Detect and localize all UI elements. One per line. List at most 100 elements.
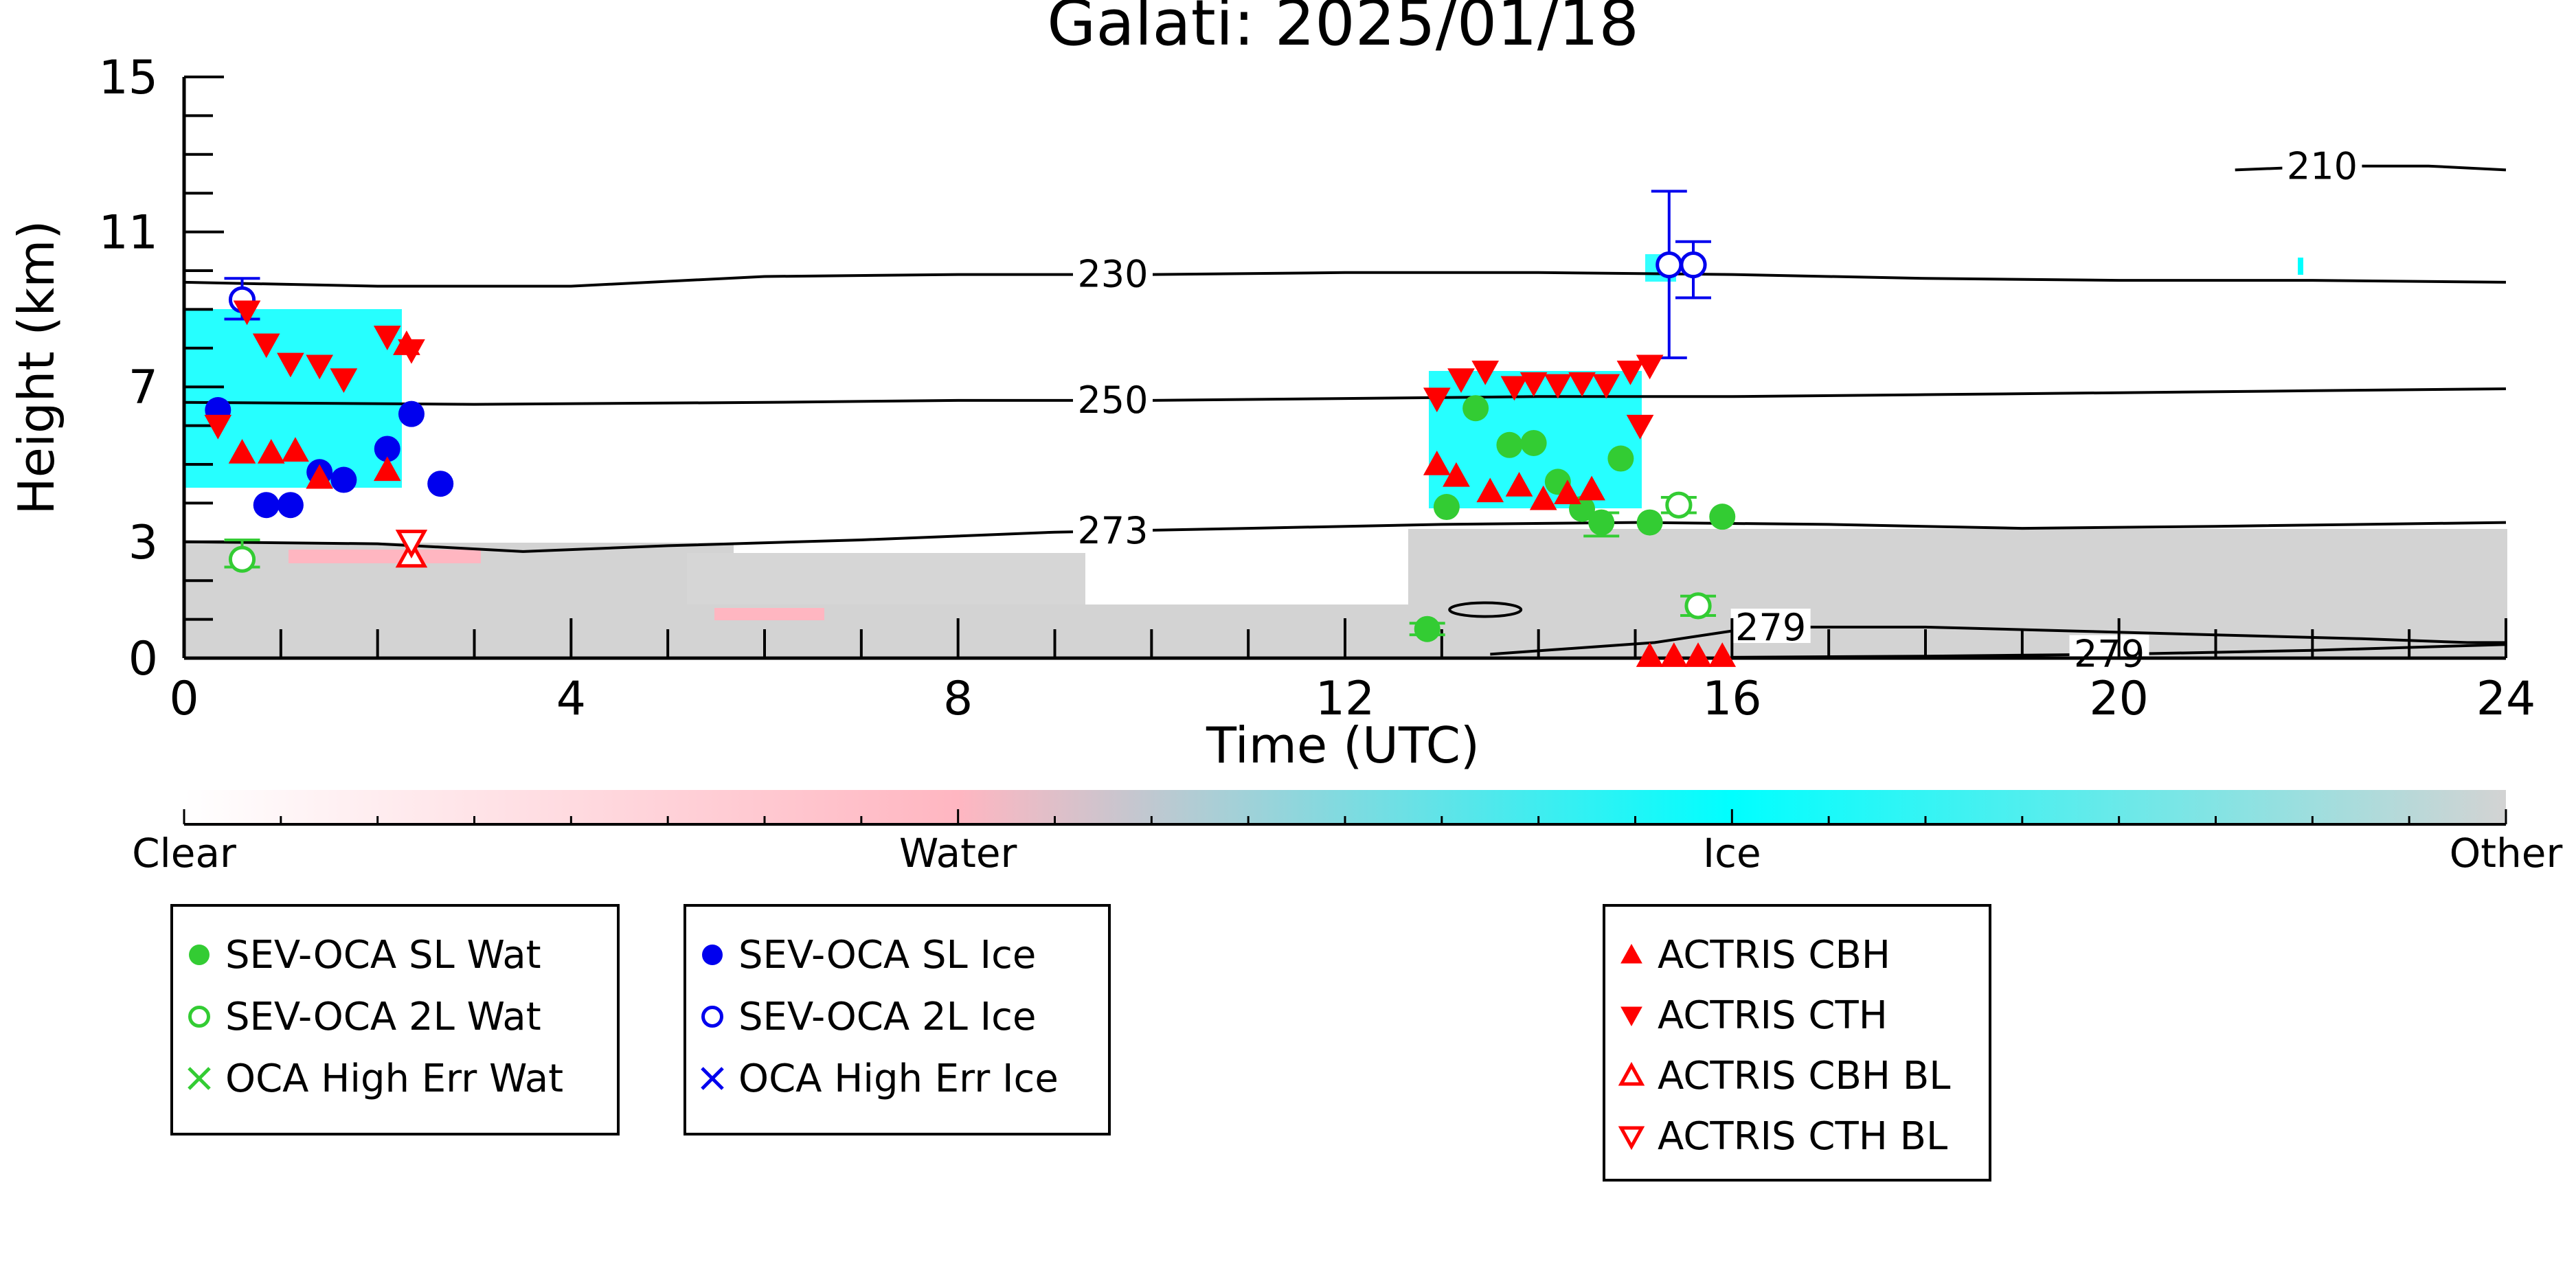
marker-actris-cbh bbox=[1684, 642, 1712, 667]
temperature-contours: 210 230 250 273 279 279 bbox=[183, 144, 2507, 676]
legend-label: SEV-OCA 2L Ice bbox=[738, 995, 1036, 1039]
marker-sev-oca-sl-wat bbox=[1462, 395, 1489, 422]
contour-label-bg bbox=[1073, 381, 1153, 416]
legend-label: OCA High Err Wat bbox=[225, 1057, 563, 1101]
contour-label: 273 bbox=[1077, 509, 1148, 552]
y-axis-label: Height (km) bbox=[8, 221, 65, 515]
marker-actris-cbh bbox=[257, 439, 285, 464]
x-tick-label: 12 bbox=[1315, 672, 1375, 726]
legend-box-actris bbox=[1603, 904, 1991, 1182]
legends: SEV-OCA SL Wat SEV-OCA 2L Wat OCA High Err… bbox=[170, 904, 1991, 1182]
marker-sev-oca-sl-wat bbox=[1414, 615, 1440, 642]
legend-label: ACTRIS CTH BL bbox=[1658, 1114, 1947, 1159]
contour-line bbox=[2235, 164, 2507, 172]
legend-label: ACTRIS CTH bbox=[1658, 993, 1888, 1038]
legend-box-ice bbox=[683, 904, 1111, 1136]
marker-actris-cbh bbox=[306, 464, 334, 489]
contour-label: 250 bbox=[1077, 379, 1148, 422]
legend-label: SEV-OCA 2L Wat bbox=[225, 995, 541, 1039]
marker-actris-cth bbox=[330, 368, 358, 393]
marker-actris-cbh bbox=[1505, 471, 1533, 497]
marker-actris-cth bbox=[1568, 372, 1596, 397]
legend-label: ACTRIS CBH bbox=[1658, 933, 1890, 978]
marker-sev-oca-sl-ice bbox=[427, 471, 454, 497]
contour-line bbox=[1490, 625, 2506, 656]
colorbar-label: Ice bbox=[1703, 830, 1761, 877]
contour-label-bg bbox=[1730, 609, 1811, 644]
legend-label: SEV-OCA SL Wat bbox=[225, 933, 541, 978]
x-tick-label: 20 bbox=[2089, 672, 2149, 726]
x-axis-label: Time (UTC) bbox=[1206, 716, 1480, 774]
marker-sev-oca-sl-wat bbox=[1433, 494, 1460, 521]
marker-actris-cbh bbox=[1578, 475, 1605, 501]
legend-marker bbox=[188, 1067, 211, 1090]
marker-sev-oca-2l-wat bbox=[1684, 592, 1712, 620]
contour-label: 230 bbox=[1077, 253, 1148, 296]
marker-actris-cth bbox=[1500, 376, 1528, 401]
marker-actris-cbh bbox=[1554, 479, 1581, 504]
marker-actris-cbh bbox=[1660, 642, 1688, 667]
marker-actris-cth bbox=[306, 354, 334, 380]
marker-sev-oca-2l-wat bbox=[1665, 491, 1693, 519]
y-tick-label: 0 bbox=[128, 632, 158, 686]
marker-sev-oca-sl-wat bbox=[1709, 504, 1736, 530]
x-tick-label: 24 bbox=[2476, 672, 2536, 726]
marker-actris-cbh bbox=[228, 439, 256, 464]
marker-actris-cbh bbox=[1443, 462, 1470, 487]
marker-sev-oca-sl-ice bbox=[398, 400, 425, 427]
y-tick-label: 7 bbox=[128, 361, 158, 415]
contour-label-bg bbox=[2282, 147, 2362, 182]
marker-actris-cth bbox=[1471, 360, 1500, 385]
marker-sev-oca-sl-ice bbox=[330, 466, 357, 493]
contour-line bbox=[183, 521, 2507, 553]
contour-label: 279 bbox=[1735, 606, 1806, 649]
data-markers bbox=[204, 251, 1737, 667]
marker-actris-cth bbox=[233, 300, 261, 326]
marker-actris-cth bbox=[398, 339, 425, 364]
marker-actris-cth bbox=[252, 333, 280, 359]
marker-actris-cbh bbox=[1529, 485, 1557, 510]
marker-sev-oca-sl-wat bbox=[1607, 445, 1634, 472]
marker-sev-oca-sl-wat bbox=[1496, 431, 1523, 458]
contour-label-bg bbox=[1073, 512, 1153, 547]
y-tick-label: 15 bbox=[98, 51, 158, 105]
contour-line bbox=[183, 271, 2507, 288]
marker-sev-oca-2l-wat bbox=[228, 545, 256, 573]
x-tick-label: 16 bbox=[1702, 672, 1762, 726]
legend-label: OCA High Err Ice bbox=[738, 1057, 1059, 1101]
marker-actris-cth bbox=[204, 414, 232, 440]
contour-line bbox=[183, 387, 2507, 406]
contour-label: 279 bbox=[2074, 633, 2145, 676]
marker-sev-oca-sl-ice bbox=[277, 492, 304, 519]
legend-marker bbox=[701, 1006, 723, 1028]
marker-actris-cth bbox=[1544, 374, 1572, 399]
marker-sev-oca-sl-wat bbox=[1636, 509, 1663, 536]
marker-actris-cth bbox=[373, 326, 401, 350]
mask-water-patch-left bbox=[289, 550, 481, 563]
x-tick-label: 8 bbox=[943, 672, 973, 726]
marker-actris-cbh bbox=[1423, 450, 1451, 475]
y-tick-label: 3 bbox=[128, 516, 158, 570]
marker-actris-cbh bbox=[1476, 477, 1504, 503]
x-tick-label: 0 bbox=[169, 672, 199, 726]
colorbar-label: Water bbox=[899, 830, 1017, 877]
cloud-mask-raster bbox=[184, 254, 2507, 656]
marker-actris-cth-bl bbox=[395, 530, 428, 558]
chart-title: Galati: 2025/01/18 bbox=[1047, 0, 1639, 60]
contour-label-bg bbox=[1073, 255, 1153, 290]
marker-actris-cbh bbox=[373, 456, 401, 482]
colorbar-label: Clear bbox=[132, 830, 236, 877]
legend-marker bbox=[1618, 1061, 1645, 1086]
legend-box-water bbox=[170, 904, 620, 1136]
contour-label-bg bbox=[2069, 635, 2149, 670]
marker-sev-oca-2l-ice bbox=[1680, 251, 1707, 279]
marker-actris-cth bbox=[1519, 372, 1548, 397]
legend-marker bbox=[1618, 1126, 1645, 1151]
marker-sev-oca-sl-wat bbox=[1588, 509, 1615, 536]
legend-marker-stroke bbox=[701, 1067, 724, 1090]
marker-actris-cth bbox=[1626, 414, 1654, 440]
legend-marker bbox=[1620, 943, 1642, 964]
mask-water-patch-mid bbox=[714, 608, 824, 620]
legend-marker bbox=[188, 1006, 210, 1028]
